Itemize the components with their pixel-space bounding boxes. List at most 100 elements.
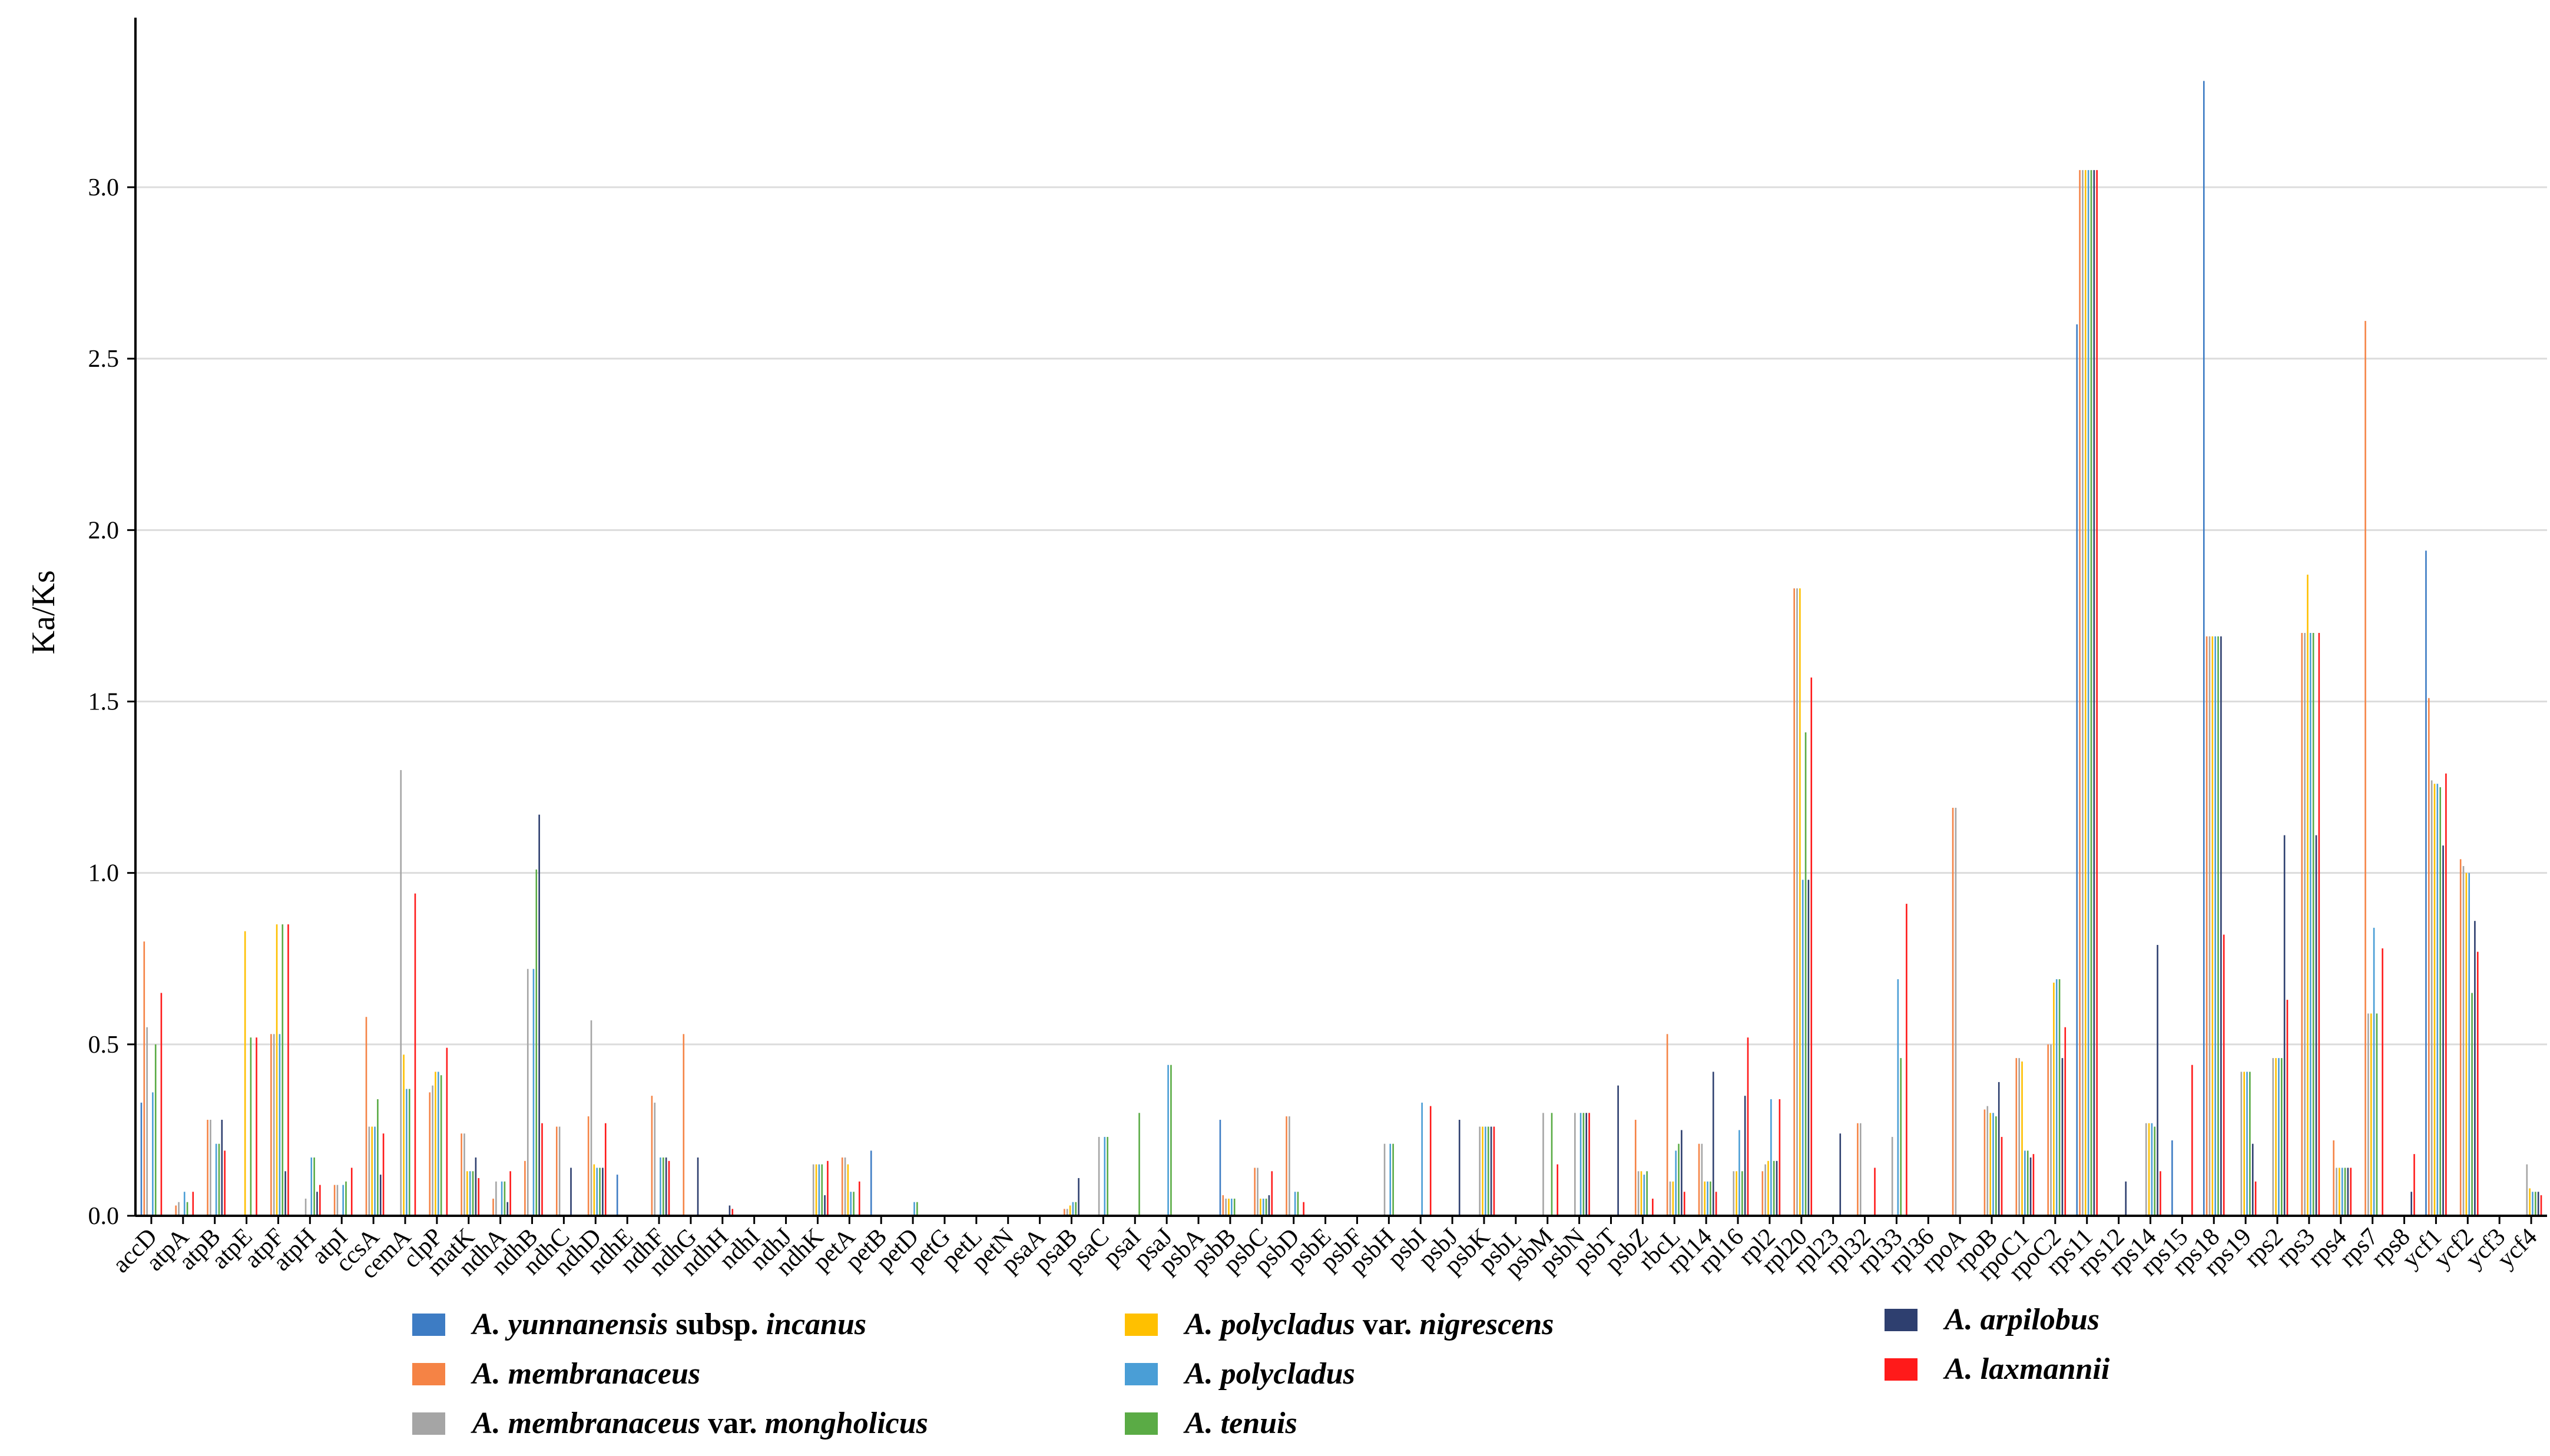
bar [1804,732,1807,1216]
bar [432,1085,433,1216]
y-tick-label: 0.5 [88,1032,120,1059]
bar [535,869,538,1216]
y-tick-label: 2.5 [88,346,120,373]
bar [509,1171,511,1216]
bar [2208,636,2211,1216]
bar [287,924,289,1216]
bar [140,1102,143,1216]
bar [1228,1198,1230,1216]
bar [2442,845,2444,1216]
legend-swatch [1885,1358,1918,1381]
bar [469,1171,471,1216]
bar [2148,1123,2150,1216]
bar [429,1092,431,1216]
bar [2024,1150,2026,1216]
bar [841,1157,843,1216]
bar [1683,1192,1685,1216]
bar [279,1034,281,1216]
bar [555,1126,558,1216]
bar [374,1126,376,1216]
bar [472,1171,474,1216]
bar [2021,1061,2023,1216]
bar [2154,1126,2156,1216]
bar [2333,1140,2334,1216]
bar [1779,1099,1781,1216]
legend-item: A. polycladus [1125,1356,1355,1391]
legend-label: A. tenuis [1185,1407,1297,1440]
bar [1557,1164,1558,1216]
bar [870,1150,872,1216]
bar [697,1157,699,1216]
bar [2254,1181,2257,1216]
bar [2344,1168,2346,1216]
bar [1551,1113,1553,1216]
bar [541,1123,543,1216]
bar [1482,1126,1483,1216]
bar [350,1168,353,1216]
legend-item: A. laxmannii [1885,1352,2109,1387]
bar [1989,1113,1991,1216]
bar [818,1164,820,1216]
bar [408,1089,410,1216]
bar [1733,1171,1735,1216]
bar [215,1143,217,1216]
bar [1678,1143,1680,1216]
bar [1286,1116,1287,1216]
bar [250,1037,252,1216]
bar [1669,1181,1671,1216]
bar [221,1119,223,1216]
bar [2315,835,2317,1216]
bar [406,1089,408,1216]
bar [1900,1058,1902,1216]
bar [2436,784,2439,1216]
legend-label: A. arpilobus [1945,1303,2099,1336]
bar [1104,1137,1106,1216]
legend-item: A. polycladus var. nigrescens [1125,1307,1554,1342]
bar [1493,1126,1495,1216]
bar [256,1037,257,1216]
bar [663,1157,664,1216]
bar [316,1192,318,1216]
bar [1764,1164,1766,1216]
bar [853,1192,855,1216]
legend-label: A. polycladus var. nigrescens [1185,1308,1554,1341]
bar [1490,1126,1492,1216]
bar [2001,1137,2003,1216]
bar [1992,1113,1994,1216]
bar [1138,1113,1140,1216]
bar [1704,1181,1706,1216]
bar [1574,1113,1576,1216]
bar [2286,1000,2289,1216]
bar [1072,1202,1074,1216]
bar [2055,979,2058,1216]
bar [1392,1143,1394,1216]
bar [1219,1119,1221,1216]
bar [1075,1202,1077,1216]
bar [400,770,402,1216]
bar [1698,1143,1700,1216]
bar [1383,1143,1386,1216]
bar [478,1178,480,1216]
bar [1107,1137,1108,1216]
bar [1770,1099,1772,1216]
bar [847,1164,849,1216]
bar [1585,1113,1588,1216]
bar [365,1017,367,1216]
bar [1458,1119,1461,1216]
legend-item: A. yunnanensis subsp. incanus [412,1307,866,1342]
bar [1799,588,1801,1216]
bar [382,1133,385,1216]
bar [466,1171,468,1216]
bar [2433,784,2436,1216]
bar [1170,1064,1172,1216]
bar [2084,170,2087,1216]
bar [1289,1116,1290,1216]
bar [2540,1195,2542,1216]
legend-swatch [1125,1362,1158,1385]
bar [270,1034,272,1216]
bar [463,1133,465,1216]
bar [604,1123,607,1216]
bar [827,1160,829,1216]
bar [2428,698,2430,1216]
legend-item: A. membranaceus var. mongholicus [412,1406,928,1441]
